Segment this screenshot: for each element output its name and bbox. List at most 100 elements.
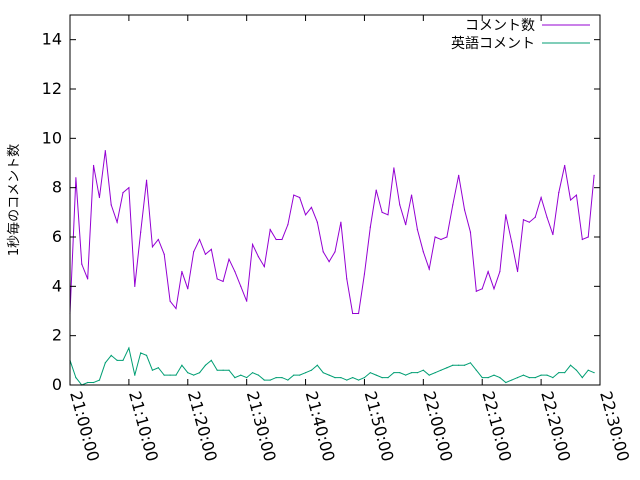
data-point — [257, 256, 260, 258]
data-point — [493, 374, 495, 376]
data-point — [251, 372, 254, 374]
data-point — [287, 379, 289, 381]
data-point — [452, 364, 454, 366]
data-point — [458, 364, 460, 366]
data-point — [187, 372, 189, 374]
data-point — [481, 288, 483, 290]
data-point — [505, 214, 507, 216]
y-tick-label: 6 — [52, 227, 62, 246]
data-point — [104, 150, 106, 152]
data-point — [511, 241, 513, 243]
data-point — [440, 369, 442, 371]
data-point — [240, 374, 242, 376]
data-point — [140, 352, 142, 354]
data-point — [469, 362, 472, 364]
data-point — [593, 174, 595, 176]
data-point — [216, 369, 218, 371]
data-point — [422, 369, 424, 371]
data-point — [222, 280, 224, 282]
data-point — [393, 372, 395, 374]
data-point — [228, 369, 230, 371]
data-point — [246, 377, 248, 379]
data-point — [299, 374, 301, 376]
data-point — [534, 216, 536, 218]
data-point — [540, 374, 542, 376]
data-point — [263, 379, 265, 381]
data-point — [522, 219, 525, 221]
data-point — [534, 377, 536, 379]
data-point — [87, 381, 89, 384]
data-point — [304, 372, 307, 374]
data-point — [575, 369, 578, 371]
data-point — [169, 300, 171, 302]
x-tick-label: 22:30:00 — [596, 389, 633, 463]
x-tick-label: 22:10:00 — [478, 389, 515, 463]
data-point — [87, 278, 89, 280]
data-point — [316, 364, 318, 366]
data-point — [340, 377, 342, 379]
data-point — [428, 374, 430, 376]
data-point — [475, 290, 477, 292]
data-point — [458, 174, 460, 176]
data-point — [240, 285, 242, 287]
data-point — [275, 377, 277, 379]
data-point — [110, 354, 112, 356]
data-point — [92, 381, 95, 384]
data-point — [310, 369, 313, 371]
data-point — [251, 243, 254, 245]
data-point — [210, 248, 212, 250]
data-point — [269, 229, 271, 231]
data-point — [116, 221, 118, 223]
data-point — [375, 374, 377, 376]
data-point — [257, 374, 260, 376]
data-point — [552, 233, 554, 236]
data-point — [369, 372, 371, 374]
data-point — [393, 167, 395, 169]
data-point — [193, 251, 195, 253]
data-point — [410, 372, 413, 374]
data-point — [328, 261, 330, 263]
data-point — [381, 377, 383, 379]
data-point — [98, 379, 101, 381]
data-point — [522, 374, 525, 376]
data-point — [352, 312, 354, 315]
data-point — [387, 214, 389, 216]
data-point — [181, 270, 183, 273]
data-point — [169, 374, 171, 376]
y-tick-label: 4 — [52, 276, 62, 295]
data-point — [263, 266, 265, 268]
data-point — [499, 377, 501, 379]
data-point — [269, 379, 271, 381]
data-point — [116, 359, 118, 361]
data-point — [558, 372, 560, 374]
data-point — [399, 204, 401, 206]
data-point — [487, 377, 489, 379]
y-axis-label: 1秒毎のコメント数 — [6, 144, 22, 256]
data-point — [151, 246, 154, 248]
data-point — [175, 374, 177, 376]
data-point — [181, 364, 183, 366]
data-point — [246, 300, 248, 302]
data-point — [281, 377, 283, 379]
data-point — [134, 285, 136, 287]
data-point — [198, 238, 201, 241]
data-point — [434, 236, 436, 238]
data-point — [593, 372, 595, 374]
data-point — [363, 273, 366, 275]
data-point — [340, 221, 342, 223]
data-point — [528, 221, 530, 223]
y-tick-label: 14 — [42, 30, 62, 49]
data-point — [228, 258, 230, 260]
data-point — [310, 206, 313, 208]
y-tick-label: 0 — [52, 375, 62, 394]
data-point — [299, 196, 301, 199]
data-point — [145, 179, 148, 181]
data-point — [198, 372, 201, 374]
data-point — [328, 374, 330, 376]
x-tick-label: 21:20:00 — [184, 389, 221, 463]
data-point — [334, 251, 336, 253]
data-point — [469, 231, 472, 233]
data-point — [163, 374, 165, 376]
legend-label-1: コメント数 — [465, 18, 535, 34]
data-point — [446, 236, 448, 238]
